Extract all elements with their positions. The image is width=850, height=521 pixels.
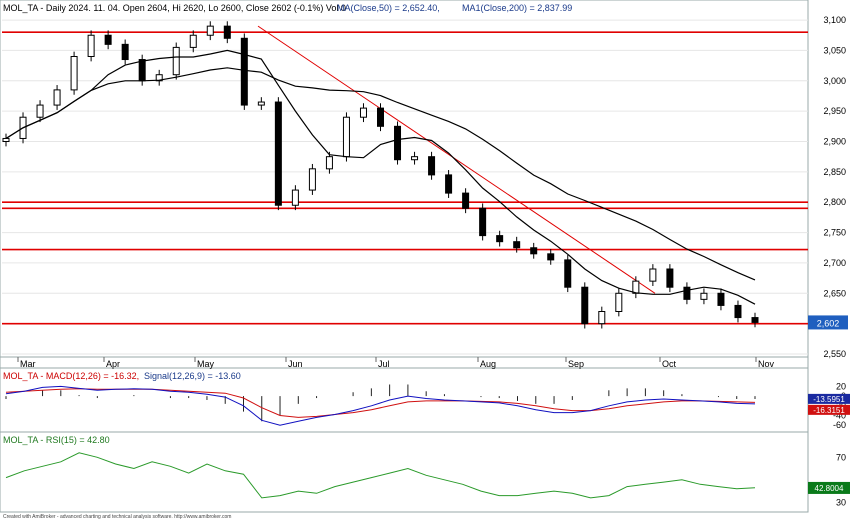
candle-body bbox=[121, 43, 129, 61]
candle-body bbox=[87, 34, 95, 57]
candle-body bbox=[2, 137, 10, 142]
rsi-panel bbox=[0, 431, 809, 513]
x-tick-label: May bbox=[197, 359, 215, 369]
footer-credit: Created with AmiBroker - advanced charti… bbox=[3, 514, 231, 520]
signal-value-label: -16.3151 bbox=[813, 406, 845, 415]
candle-body bbox=[240, 37, 248, 106]
rsi-title: MOL_TA - RSI(15) = 42.80 bbox=[3, 435, 110, 445]
price-tick-label: 2,900 bbox=[823, 137, 846, 147]
x-tick-label: Apr bbox=[106, 359, 120, 369]
macd-line bbox=[5, 385, 756, 426]
rsi-value-tag bbox=[808, 481, 850, 494]
x-tick-label: Mar bbox=[20, 359, 36, 369]
price-tick-label: 2,750 bbox=[823, 228, 846, 238]
x-tick-label: Oct bbox=[662, 359, 677, 369]
candle-body bbox=[496, 235, 504, 243]
signal-value-tag bbox=[808, 404, 850, 415]
last-price-label: 2,602 bbox=[817, 318, 840, 328]
candle-body bbox=[377, 107, 384, 127]
candle-body bbox=[734, 304, 742, 319]
candle-body bbox=[632, 280, 640, 294]
candle-body bbox=[581, 286, 589, 325]
price-tick-label: 3,000 bbox=[823, 76, 846, 86]
candle-body bbox=[257, 101, 265, 106]
candle-body bbox=[615, 292, 623, 312]
candle-body bbox=[564, 259, 572, 288]
x-tick-label: Jul bbox=[378, 359, 390, 369]
candle-body bbox=[138, 59, 146, 82]
ma50-label: MA(Close,50) = 2,652.40, bbox=[337, 3, 440, 13]
rsi-tick-label: 30 bbox=[836, 497, 846, 507]
macd-title: MOL_TA - MACD(12,26) = -16.32, bbox=[3, 371, 139, 381]
x-tick-label: Jun bbox=[288, 359, 303, 369]
ma200-label: MA1(Close,200) = 2,837.99 bbox=[462, 3, 572, 13]
ma50-line bbox=[5, 49, 756, 305]
price-tick-label: 3,050 bbox=[823, 45, 846, 55]
candle-body bbox=[479, 207, 487, 237]
candle-body bbox=[445, 174, 453, 194]
candle-body bbox=[308, 168, 316, 191]
candle-body bbox=[411, 156, 419, 161]
candle-body bbox=[547, 253, 555, 261]
rsi-tick-label: 70 bbox=[836, 452, 846, 462]
candle-body bbox=[189, 34, 197, 48]
candle-body bbox=[666, 268, 674, 288]
rsi-line bbox=[5, 452, 756, 499]
rsi-value-label: 42.8004 bbox=[815, 484, 844, 493]
ma200-line bbox=[5, 67, 756, 281]
macd-tick-label: 20 bbox=[836, 381, 846, 391]
candle-body bbox=[649, 268, 657, 282]
candle-body bbox=[206, 25, 214, 36]
candle-body bbox=[342, 116, 350, 158]
candle-body bbox=[274, 101, 282, 206]
macd-tick-label: -40 bbox=[833, 410, 846, 420]
price-tick-label: 2,950 bbox=[823, 106, 846, 116]
price-tick-label: 2,650 bbox=[823, 288, 846, 298]
candle-body bbox=[428, 156, 436, 176]
candle-body bbox=[717, 292, 725, 306]
price-tick-label: 2,850 bbox=[823, 167, 846, 177]
candle-body bbox=[700, 292, 708, 300]
price-tick-label: 2,800 bbox=[823, 197, 846, 207]
price-tick-label: 2,550 bbox=[823, 349, 846, 359]
candle-body bbox=[683, 286, 691, 300]
macd-value-tag bbox=[808, 393, 850, 404]
candle-body bbox=[36, 104, 44, 118]
price-title: MOL_TA - Daily 2024. 11. 04. Open 2604, … bbox=[3, 3, 346, 13]
candle-body bbox=[325, 156, 333, 170]
candle-body bbox=[359, 107, 367, 118]
candle-body bbox=[513, 241, 521, 249]
downtrend-line bbox=[257, 25, 656, 294]
candle-body bbox=[751, 317, 759, 323]
candle-body bbox=[223, 25, 231, 39]
candle-body bbox=[53, 89, 61, 106]
candle-body bbox=[172, 46, 180, 76]
candle-body bbox=[394, 125, 402, 161]
macd-tick-label: -60 bbox=[833, 420, 846, 430]
macd-value-label: -13.5951 bbox=[813, 395, 845, 404]
price-tick-label: 3,100 bbox=[823, 15, 846, 25]
x-tick-label: Sep bbox=[568, 359, 584, 369]
x-tick-label: Aug bbox=[480, 359, 496, 369]
x-tick-label: Nov bbox=[758, 359, 775, 369]
candle-body bbox=[70, 56, 78, 91]
candle-body bbox=[598, 311, 606, 325]
candle-body bbox=[462, 192, 470, 209]
signal-label: Signal(12,26,9) = -13.60 bbox=[144, 371, 241, 381]
candle-body bbox=[104, 34, 112, 45]
last-price-tag bbox=[808, 315, 848, 330]
price-tick-label: 2,700 bbox=[823, 258, 846, 268]
candle-body bbox=[530, 247, 538, 255]
candle-body bbox=[291, 189, 299, 206]
